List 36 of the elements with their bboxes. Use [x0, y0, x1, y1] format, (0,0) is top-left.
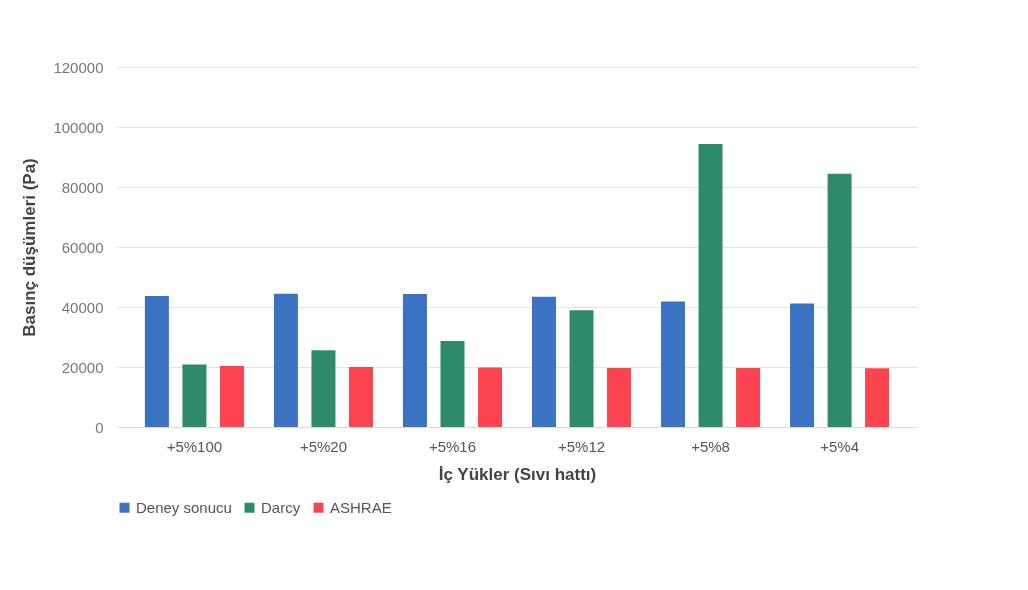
bar: [827, 173, 852, 427]
bar: [440, 340, 465, 427]
legend-label: Deney sonucu: [136, 498, 232, 516]
bar: [790, 303, 815, 427]
y-tick-label: 20000: [61, 358, 104, 376]
y-tick-label: 40000: [61, 298, 104, 316]
bar: [736, 367, 761, 427]
y-tick-label: 60000: [61, 238, 104, 256]
x-axis-title: İç Yükler (Sıvı hattı): [438, 464, 597, 484]
bar: [402, 294, 427, 427]
x-tick-label: +5%20: [299, 437, 348, 455]
x-tick-label: +5%16: [428, 437, 477, 455]
y-tick-label: 100000: [53, 118, 104, 136]
bar: [478, 367, 503, 427]
y-tick-label: 120000: [53, 58, 104, 76]
bar: [182, 364, 207, 427]
legend-label: Darcy: [261, 498, 301, 516]
x-tick-label: +5%4: [820, 437, 859, 455]
bar: [661, 301, 686, 427]
bar: [219, 366, 244, 427]
bar: [531, 296, 556, 427]
bar: [569, 310, 594, 427]
legend-label: ASHRAE: [330, 498, 392, 516]
y-tick-label: 80000: [61, 178, 104, 196]
x-tick-label: +5%100: [166, 437, 223, 455]
bar: [311, 350, 336, 427]
bar: [607, 367, 632, 427]
bar: [144, 295, 169, 427]
x-tick-label: +5%12: [557, 437, 606, 455]
x-tick-label: +5%8: [691, 437, 730, 455]
bar: [273, 293, 298, 427]
bar: [865, 368, 890, 427]
y-tick-label: 0: [95, 418, 104, 436]
bar: [348, 367, 373, 427]
y-axis-title: Basınç düşümleri (Pa): [20, 158, 40, 337]
bar: [698, 144, 723, 427]
